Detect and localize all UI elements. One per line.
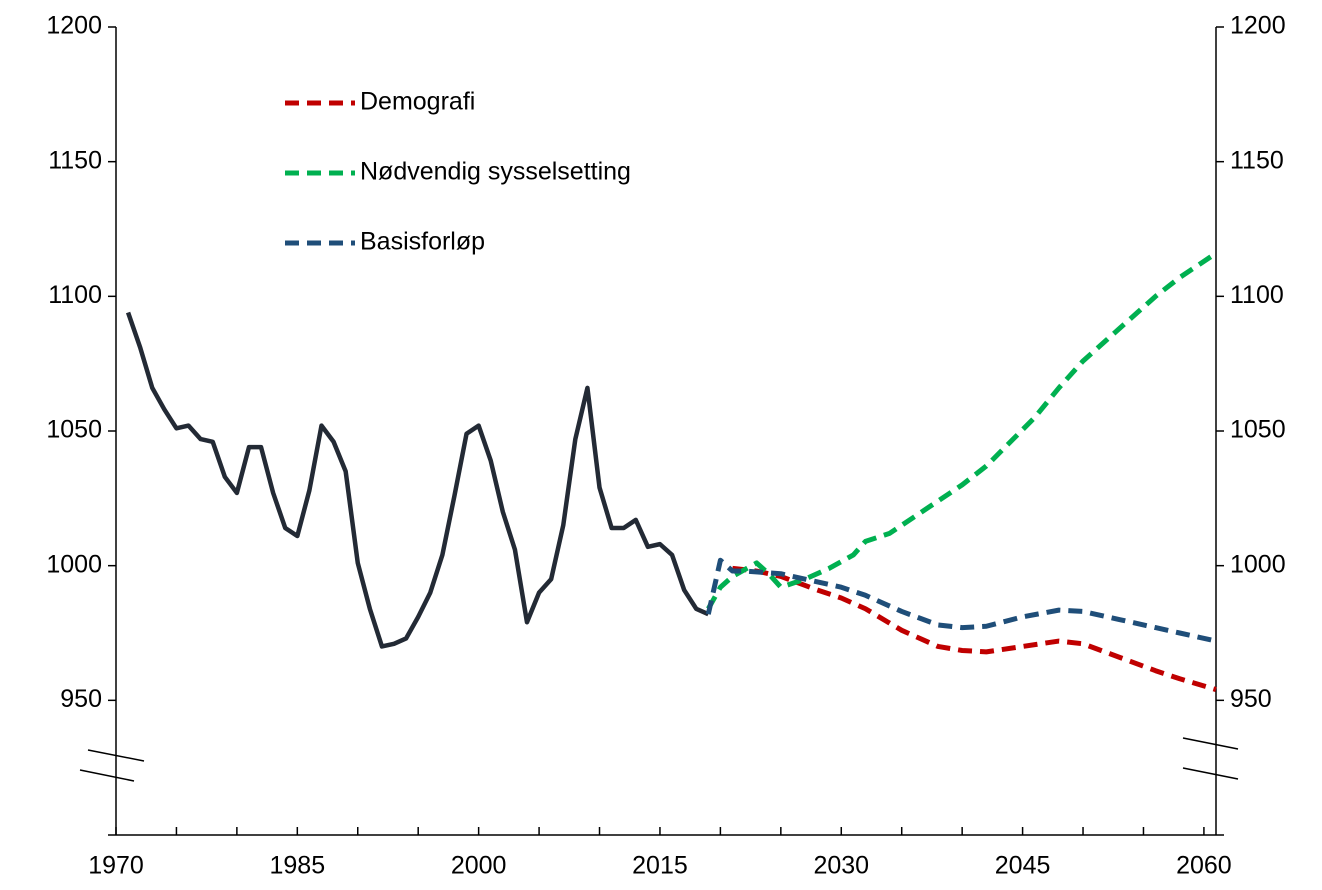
x-tick-label: 2045	[995, 852, 1051, 880]
y-tick-label: 1000	[46, 550, 102, 578]
series-line	[732, 565, 1217, 692]
y-tick-label: 1150	[48, 146, 102, 174]
y2-tick-label: 1050	[1230, 416, 1286, 444]
x-tick-label: 1985	[270, 852, 326, 880]
y2-tick-label: 950	[1230, 685, 1272, 713]
axis-break-left	[79, 749, 145, 782]
y-tick-label: 950	[60, 685, 102, 713]
x-tick-label: 2060	[1176, 852, 1232, 880]
x-tick-label: 2000	[451, 852, 507, 880]
y-tick-label: 1100	[48, 281, 102, 309]
series-line	[706, 251, 1218, 610]
y-tick-label: 1200	[46, 12, 102, 40]
y2-tick-label: 1000	[1230, 550, 1286, 578]
x-tick-label: 2015	[632, 852, 688, 880]
y2-tick-label: 1200	[1230, 12, 1286, 40]
legend-label: Demografi	[360, 88, 475, 116]
y2-tick-label: 1100	[1230, 281, 1284, 309]
legend-label: Basisforløp	[360, 228, 485, 256]
y-tick-label: 1050	[46, 416, 102, 444]
x-tick-label: 2030	[813, 852, 869, 880]
series-line	[125, 311, 710, 649]
legend-label: Nødvendig sysselsetting	[360, 158, 631, 186]
y2-tick-label: 1150	[1230, 146, 1284, 174]
x-tick-label: 1970	[88, 852, 144, 880]
axis-break-right	[1182, 737, 1239, 780]
series-line	[705, 557, 1217, 644]
